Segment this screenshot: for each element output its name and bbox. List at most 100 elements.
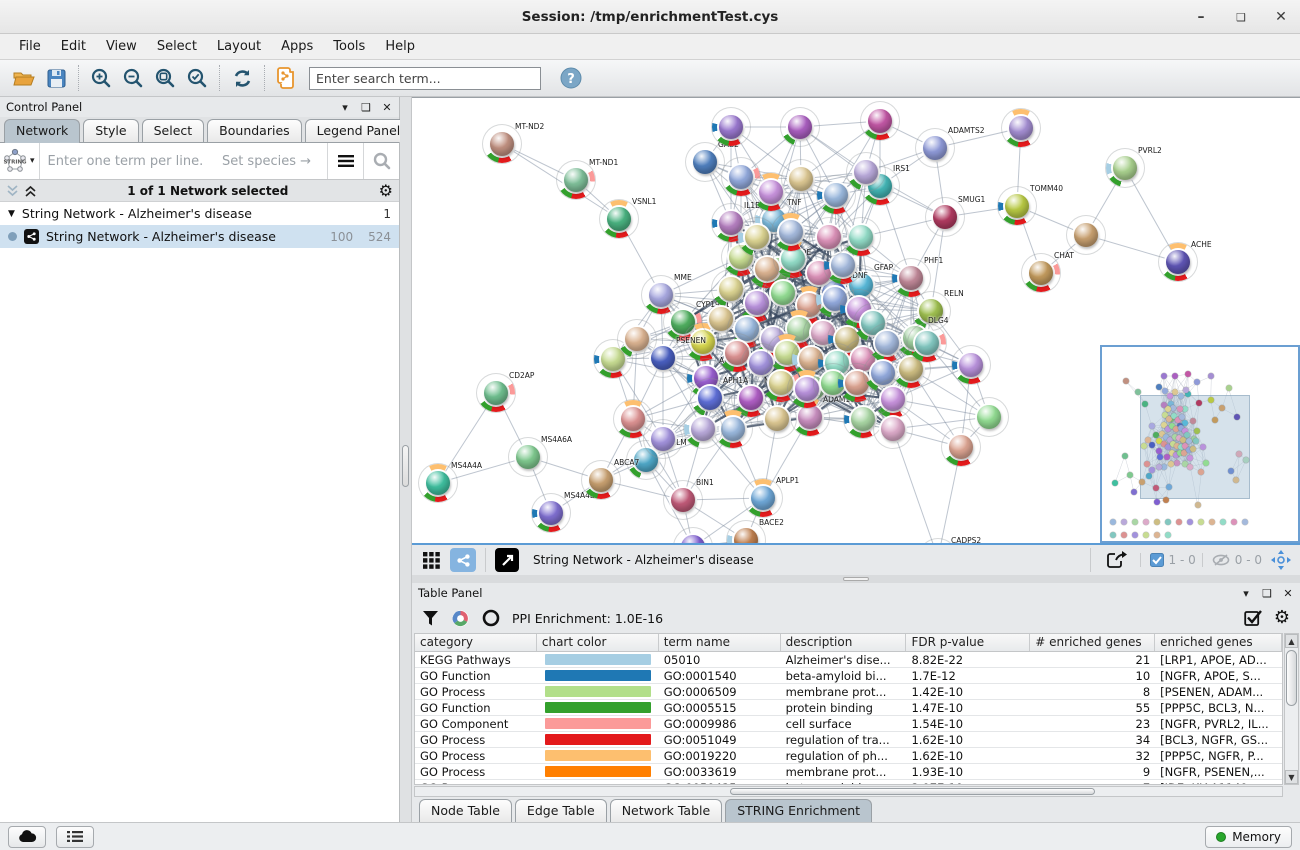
column-header-enriched-genes[interactable]: enriched genes: [1155, 634, 1282, 651]
navigate-button[interactable]: [1268, 548, 1294, 572]
network-node[interactable]: [1067, 216, 1105, 254]
tab-select[interactable]: Select: [141, 119, 205, 142]
network-node-ms4a6a[interactable]: MS4A6A: [509, 435, 572, 476]
network-node-gab2[interactable]: GAB2: [686, 140, 739, 181]
network-node-phf1[interactable]: PHF1: [892, 256, 943, 297]
network-node-adam10[interactable]: ADAM10: [791, 395, 855, 436]
tab-network[interactable]: Network: [4, 119, 81, 143]
network-node[interactable]: [861, 102, 899, 140]
close-icon[interactable]: ✕: [1275, 9, 1287, 25]
menu-apps[interactable]: Apps: [281, 39, 314, 54]
network-node[interactable]: [847, 153, 885, 191]
menu-view[interactable]: View: [105, 39, 137, 54]
table-row[interactable]: GO Process GO:0006509 membrane prot... 1.42…: [415, 684, 1282, 700]
menu-tools[interactable]: Tools: [333, 39, 366, 54]
string-options-button[interactable]: [327, 143, 363, 179]
network-node[interactable]: [674, 528, 712, 543]
table-settings-gear-icon[interactable]: ⚙: [1273, 607, 1290, 628]
network-node[interactable]: [738, 218, 776, 256]
column-header-category[interactable]: category: [415, 634, 537, 651]
vertical-scrollbar[interactable]: ▲ ▼: [1284, 633, 1299, 785]
string-protein-query-selector[interactable]: STRING ▾: [0, 143, 40, 179]
horizontal-splitter[interactable]: [412, 575, 1300, 583]
help-button[interactable]: ?: [555, 63, 587, 93]
birdseye-viewport[interactable]: [1140, 395, 1250, 499]
tab-style[interactable]: Style: [83, 119, 139, 142]
network-options-gear-icon[interactable]: ⚙: [378, 180, 393, 200]
network-node[interactable]: [712, 108, 750, 146]
network-node[interactable]: [752, 173, 790, 211]
column-header-chart-color[interactable]: chart color: [537, 634, 659, 651]
tab-edge-table[interactable]: Edge Table: [514, 799, 607, 822]
tab-legend-panel[interactable]: Legend Panel: [304, 119, 413, 142]
network-node[interactable]: [842, 218, 880, 256]
network-node-bace2[interactable]: BACE2: [727, 518, 784, 543]
search-input[interactable]: [309, 66, 541, 90]
splitter-grip[interactable]: [843, 577, 869, 581]
network-node[interactable]: [810, 218, 848, 256]
column-header-FDR-p-value[interactable]: FDR p-value: [906, 634, 1031, 651]
network-node[interactable]: [644, 420, 682, 458]
panel-float-icon[interactable]: ❑: [1262, 586, 1272, 600]
network-node[interactable]: [892, 350, 930, 388]
network-node[interactable]: [1002, 109, 1040, 147]
zoom-out-button[interactable]: [117, 63, 149, 93]
network-node-bin1[interactable]: BIN1: [664, 478, 714, 519]
network-node[interactable]: [614, 400, 652, 438]
maximize-icon[interactable]: ❑: [1236, 10, 1246, 24]
table-row[interactable]: KEGG Pathways 05010 Alzheimer's dise... 8.8…: [415, 652, 1282, 668]
network-node-cyp19a1[interactable]: CYP19A1: [664, 300, 730, 341]
network-node[interactable]: [782, 160, 820, 198]
menu-edit[interactable]: Edit: [60, 39, 86, 54]
network-node-mme[interactable]: MME: [642, 273, 692, 314]
table-row[interactable]: GO Function GO:0005515 protein binding 1.47…: [415, 700, 1282, 716]
network-node[interactable]: [844, 400, 882, 438]
column-header-term-name[interactable]: term name: [659, 634, 781, 651]
network-node[interactable]: [684, 410, 722, 448]
network-canvas[interactable]: MT-ND2 MT-ND1 VSNL1 GAB2 ADAMTS2 PVRL2 TOMM40 S…: [412, 97, 1300, 543]
tab-node-table[interactable]: Node Table: [419, 799, 512, 822]
title-bar[interactable]: Session: /tmp/enrichmentTest.cys – ❑ ✕: [0, 0, 1300, 34]
tab-string-enrichment[interactable]: STRING Enrichment: [725, 799, 873, 823]
open-session-button[interactable]: [8, 63, 40, 93]
remove-chart-icon[interactable]: [482, 609, 500, 627]
network-node-smug1[interactable]: SMUG1: [926, 195, 985, 236]
network-node[interactable]: [618, 320, 656, 358]
birdseye-toggle-button[interactable]: [495, 548, 519, 572]
network-collection-row[interactable]: ▼ String Network - Alzheimer's disease 1: [0, 202, 399, 225]
network-node-pvrl2[interactable]: PVRL2: [1106, 146, 1162, 187]
birdseye-view[interactable]: [1100, 345, 1300, 543]
menu-help[interactable]: Help: [385, 39, 415, 54]
table-row[interactable]: GO Process GO:0019220 regulation of ph... 1…: [415, 748, 1282, 764]
network-node[interactable]: [942, 428, 980, 466]
clone-network-button[interactable]: [271, 63, 303, 93]
network-node-cadps2[interactable]: CADPS2: [919, 536, 981, 543]
menu-layout[interactable]: Layout: [216, 39, 262, 54]
chart-settings-icon[interactable]: [451, 609, 470, 628]
scroll-down-icon[interactable]: ▼: [1285, 770, 1298, 784]
string-view-button[interactable]: [450, 548, 476, 572]
network-node[interactable]: [874, 410, 912, 448]
save-session-button[interactable]: [40, 63, 72, 93]
apply-layout-button[interactable]: [226, 63, 258, 93]
network-node[interactable]: [714, 410, 752, 448]
network-node-cd2ap[interactable]: CD2AP: [477, 371, 534, 412]
menu-select[interactable]: Select: [156, 39, 197, 54]
memory-button[interactable]: Memory: [1205, 825, 1292, 848]
network-node-psenen[interactable]: PSENEN: [644, 336, 706, 377]
table-row[interactable]: GO Process GO:0051049 regulation of tra...…: [415, 732, 1282, 748]
table-row[interactable]: GO Process GO:0033619 membrane prot... 1.93…: [415, 764, 1282, 780]
minimize-icon[interactable]: –: [1197, 9, 1205, 25]
string-search-button[interactable]: [363, 143, 399, 179]
export-network-button[interactable]: [1100, 548, 1134, 572]
tab-boundaries[interactable]: Boundaries: [207, 119, 302, 142]
scrollbar-thumb[interactable]: [1286, 650, 1297, 706]
column-header-description[interactable]: description: [781, 634, 907, 651]
network-node-ms4a4e[interactable]: MS4A4E: [532, 491, 595, 532]
scrollbar-thumb[interactable]: [730, 788, 1095, 795]
horizontal-scrollbar[interactable]: [414, 786, 1283, 797]
task-history-button[interactable]: [56, 825, 94, 848]
network-node[interactable]: [722, 158, 760, 196]
expand-all-icon[interactable]: [24, 185, 37, 197]
menu-file[interactable]: File: [19, 39, 41, 54]
